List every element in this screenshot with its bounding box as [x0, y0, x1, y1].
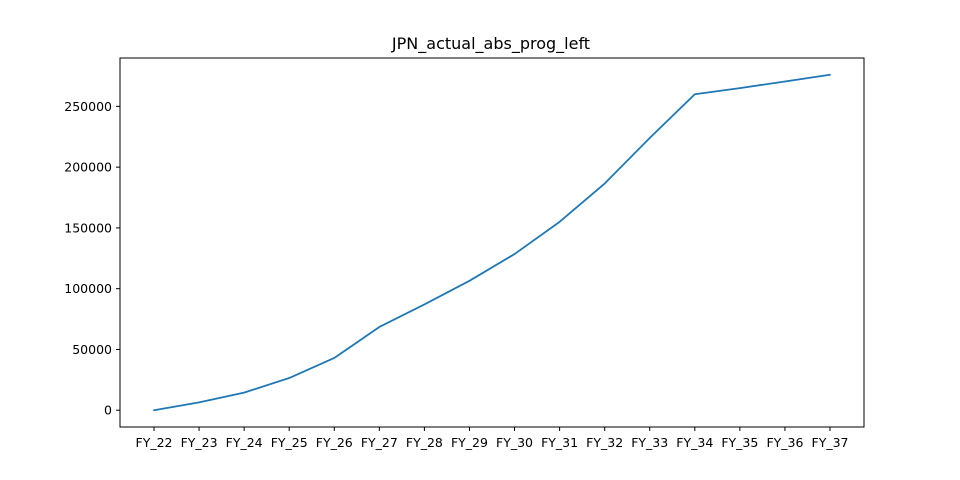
x-tick-label: FY_26: [316, 435, 353, 450]
x-tick-label: FY_36: [766, 435, 803, 450]
y-tick-label: 200000: [64, 160, 112, 175]
x-tick-label: FY_22: [136, 435, 173, 450]
plot-frame: [119, 57, 865, 428]
x-tick-label: FY_29: [451, 435, 488, 450]
x-tick-label: FY_32: [586, 435, 623, 450]
x-tick-label: FY_34: [676, 435, 713, 450]
chart-title: JPN_actual_abs_prog_left: [391, 34, 590, 54]
x-axis: FY_22 FY_23 FY_24 FY_25 FY_26 FY_27 FY_28 FY_29…: [136, 427, 849, 450]
x-tick-label: FY_23: [181, 435, 218, 450]
y-tick-label: 50000: [72, 342, 112, 357]
y-tick-label: 0: [104, 403, 112, 418]
series-line: [153, 73, 831, 412]
x-tick-label: FY_31: [541, 435, 578, 450]
x-tick-label: FY_24: [226, 435, 263, 450]
x-tick-label: FY_35: [721, 435, 758, 450]
x-tick-label: FY_30: [496, 435, 533, 450]
y-tick-label: 150000: [64, 220, 112, 235]
x-tick-label: FY_37: [812, 435, 849, 450]
x-tick-label: FY_28: [406, 435, 443, 450]
x-tick-label: FY_25: [271, 435, 308, 450]
y-tick-label: 100000: [64, 281, 112, 296]
x-tick-label: FY_27: [361, 435, 398, 450]
series-layer: [153, 73, 831, 412]
x-tick-label: FY_33: [631, 435, 668, 450]
y-axis: 0 50000 100000 150000 200000 250000: [64, 99, 120, 418]
y-tick-label: 250000: [64, 99, 112, 114]
